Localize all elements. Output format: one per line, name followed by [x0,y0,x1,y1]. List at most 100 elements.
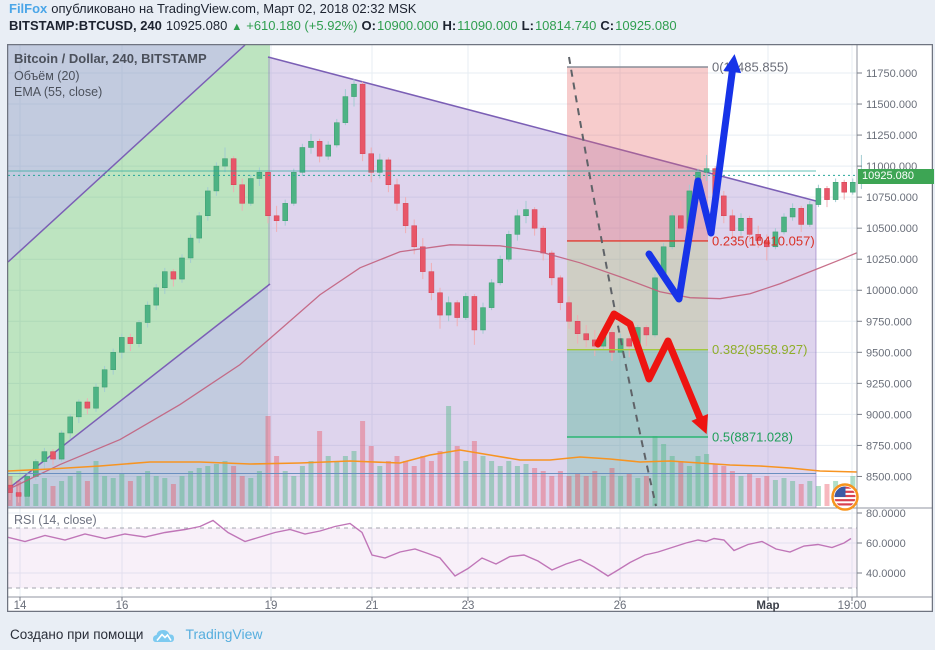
candle-body [454,302,460,318]
volume-bar [239,476,245,506]
main-pane-bg [8,45,857,612]
volume-bar [790,481,796,506]
volume-bar [334,461,340,506]
svg-text:10750.000: 10750.000 [866,192,918,204]
symbol-title[interactable]: BITSTAMP:BTCUSD, 240 [9,18,162,33]
volume-bar [179,476,185,506]
svg-text:Мар: Мар [756,600,779,612]
svg-text:26: 26 [614,600,627,612]
volume-bar [824,484,830,506]
byline: FilFox опубликовано на TradingView.com, М… [9,1,929,18]
svg-text:80.0000: 80.0000 [866,508,906,520]
low-label: L: [521,18,534,33]
candle-body [626,338,632,347]
header: FilFox опубликовано на TradingView.com, М… [9,1,929,36]
volume-bar [463,461,469,506]
blue-arrow-up[interactable] [645,54,742,303]
tradingview-brand-link[interactable]: TradingView [185,626,263,642]
open-value: 10900.000 [377,18,439,33]
candle-body [93,386,99,409]
volume-bar [360,421,366,506]
volume-bar [274,456,280,506]
us-flag-icon [831,483,859,511]
volume-bar [729,471,735,506]
volume-ma-line[interactable] [7,449,858,473]
volume-bar [540,471,546,506]
volume-bar [196,468,202,506]
candle-body [110,352,116,370]
candle-body [248,178,254,204]
volume-bar [317,431,323,506]
candle-body [205,190,211,217]
volume-bar [446,406,452,506]
ema-line[interactable] [7,244,858,491]
low-value: 10814.740 [534,18,597,33]
rsi-indicator-label[interactable]: RSI (14, close) [14,513,97,527]
chart-canvas[interactable]: 0(11485.855) 0.235(10410.057) 0.382(9558.9… [7,44,933,612]
candle-body [437,292,443,316]
candle-body [746,217,753,235]
svg-text:10000.000: 10000.000 [866,285,918,297]
candle-body [230,158,237,185]
volume-bar [686,466,692,506]
volume-bar [93,461,99,506]
candle-body [394,184,400,204]
candle-body [15,492,22,497]
volume-bar [59,481,65,506]
fib-label: 0.5(8871.028) [712,430,793,445]
candle-body [368,153,374,173]
volume-bar [205,466,211,506]
close-value: 10925.080 [615,18,677,33]
rsi-pane[interactable] [7,519,857,589]
volume-bar [119,474,125,506]
svg-text:19:00: 19:00 [838,600,867,612]
candle-body [179,257,185,280]
candle-body [67,416,73,434]
price-change: +610.180 (+5.92%) [246,18,358,33]
volume-bar [265,416,271,506]
candle-body [781,216,787,233]
volume-bar [248,478,254,506]
candle-body [850,181,856,193]
candle-body [342,96,349,123]
svg-text:10250.000: 10250.000 [866,254,918,266]
svg-text:9500.000: 9500.000 [866,347,912,359]
candle-body [84,401,91,409]
volume-bar [454,446,460,506]
volume-bar [299,466,305,506]
volume-bar [162,478,168,506]
candle-body [463,296,469,318]
candle-body [652,277,658,336]
slate-bottom [8,286,268,508]
candle-body [127,337,134,344]
volume-bar [635,478,641,506]
volume-bar [695,456,701,506]
volume-bar [747,474,753,506]
volume-bar [497,466,503,506]
volume-bar [566,476,572,506]
volume-bar [755,478,761,506]
fib-retracement[interactable] [567,67,708,508]
author-link[interactable]: FilFox [9,1,48,16]
dashed-trendline-drawing[interactable] [568,56,657,507]
red-arrow-down[interactable] [594,310,709,435]
candle-body [703,168,710,173]
svg-text:21: 21 [366,600,379,612]
candle-body [557,277,564,303]
volume-bar [127,481,133,506]
candle-body [738,217,744,231]
volume-bar [600,476,606,506]
open-label: O: [361,18,376,33]
candle-body [609,332,615,353]
candle-body [101,369,108,388]
descending-trendline[interactable] [267,56,817,508]
volume-bar [153,476,159,506]
candle-body [153,287,159,306]
candle-body [325,144,331,157]
price-axis[interactable]: 11750.00011500.00011250.00011000.0001075… [857,68,918,580]
candle-body [308,141,314,148]
candle-body [523,209,529,217]
time-axis[interactable]: 14 16 19 21 23 26 Мар 19:00 [14,597,867,612]
volume-bar [342,456,348,506]
volume-bar [231,466,237,506]
